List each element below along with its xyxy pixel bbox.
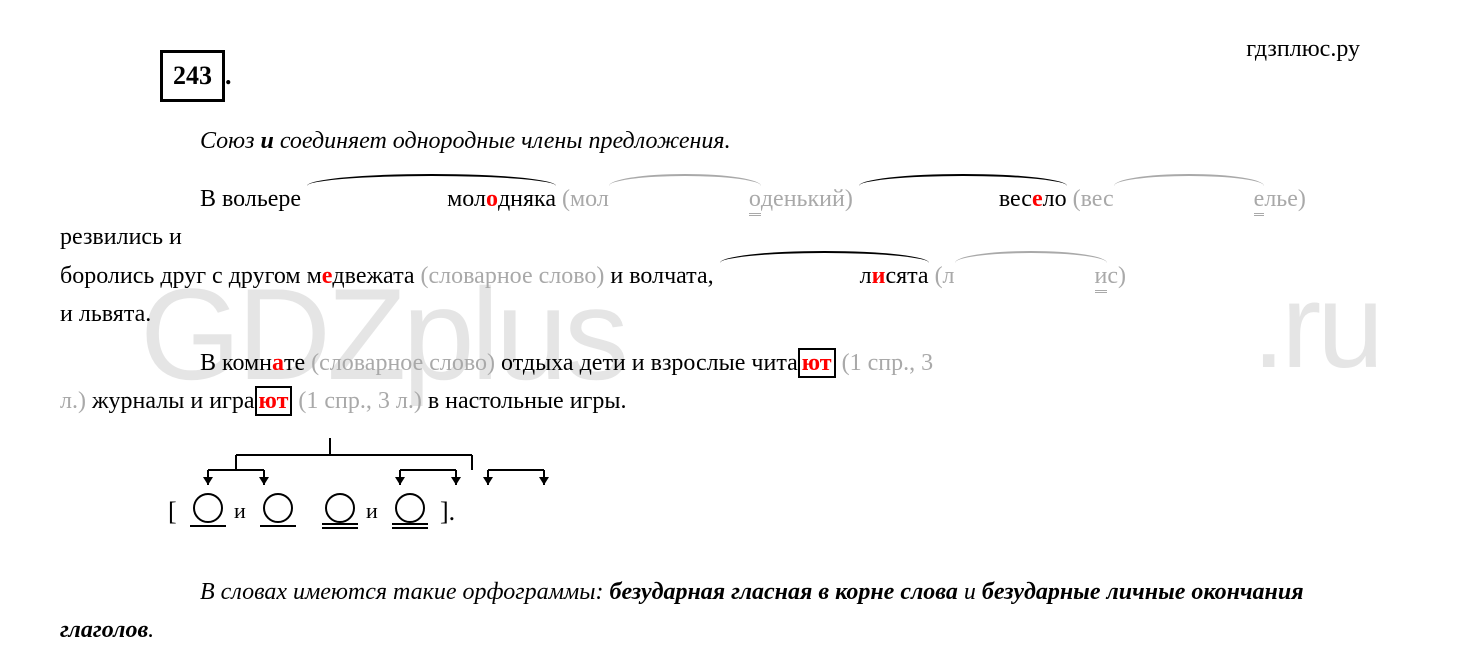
arc-word-molodnyaka: молодняка — [307, 180, 556, 218]
exercise-header: 243. — [60, 20, 1400, 102]
check-word-2: (веселье) — [1067, 186, 1306, 212]
svg-text:и: и — [234, 498, 246, 523]
conclusion-bold-1: безударная гласная в корне слова — [609, 579, 957, 605]
boxed-ending-1: ют — [798, 348, 836, 378]
schema-svg: [ и и ]. — [160, 430, 580, 540]
arc-word-lisyata: лисята — [720, 257, 929, 295]
intro-prefix: Союз — [200, 128, 260, 154]
svg-text:[: [ — [168, 497, 177, 526]
conj-note-1: (1 спр., 3 — [836, 350, 934, 376]
svg-text:].: ]. — [440, 497, 455, 526]
conclusion-prefix: В словах имеются такие орфограммы: — [200, 579, 609, 605]
dict-word-2: (словарное слово) — [311, 350, 501, 376]
conclusion-text: В словах имеются такие орфограммы: безуд… — [60, 573, 1400, 650]
conj-note-2: (1 спр., 3 л.) — [292, 388, 427, 414]
intro-text: Союз и соединяет однородные члены предло… — [200, 122, 1400, 160]
intro-suffix: соединяет однородные члены предложения. — [274, 128, 731, 154]
arc-word-veselo: весело — [859, 180, 1067, 218]
svg-text:и: и — [366, 498, 378, 523]
exercise-number: 243 — [160, 50, 225, 102]
site-label: гдзплюс.ру — [1246, 30, 1360, 68]
boxed-ending-2: ют — [255, 386, 293, 416]
check-word-3: (лис) — [929, 263, 1126, 289]
intro-bold: и — [260, 128, 273, 154]
paragraph-2: В комнате (словарное слово) отдыха дети … — [60, 344, 1400, 421]
p1-text: В вольере — [200, 186, 307, 212]
sentence-schema: [ и и ]. — [160, 430, 1400, 552]
check-word-1: (молоденький) — [556, 186, 859, 212]
paragraph-1: В вольере молодняка (молоденький) весело… — [60, 180, 1400, 334]
dict-word-1: (словарное слово) — [421, 263, 605, 289]
